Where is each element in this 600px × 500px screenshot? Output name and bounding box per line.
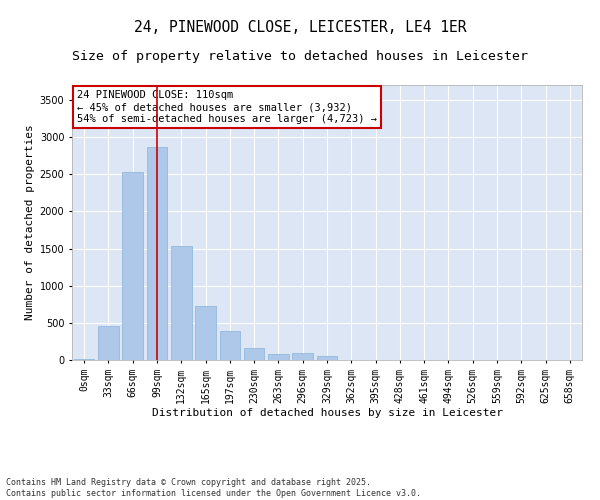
Bar [122,172,143,360]
Y-axis label: Number of detached properties: Number of detached properties [25,124,35,320]
Text: Contains HM Land Registry data © Crown copyright and database right 2025.
Contai: Contains HM Land Registry data © Crown c… [6,478,421,498]
Bar [244,348,265,360]
Bar [268,354,289,360]
Bar [220,331,240,360]
Bar [171,246,191,360]
Bar [195,306,216,360]
Bar [292,353,313,360]
Bar [317,356,337,360]
Bar [98,326,119,360]
Text: 24 PINEWOOD CLOSE: 110sqm
← 45% of detached houses are smaller (3,932)
54% of se: 24 PINEWOOD CLOSE: 110sqm ← 45% of detac… [77,90,377,124]
X-axis label: Distribution of detached houses by size in Leicester: Distribution of detached houses by size … [151,408,503,418]
Bar [74,358,94,360]
Text: 24, PINEWOOD CLOSE, LEICESTER, LE4 1ER: 24, PINEWOOD CLOSE, LEICESTER, LE4 1ER [134,20,466,35]
Text: Size of property relative to detached houses in Leicester: Size of property relative to detached ho… [72,50,528,63]
Bar [146,146,167,360]
